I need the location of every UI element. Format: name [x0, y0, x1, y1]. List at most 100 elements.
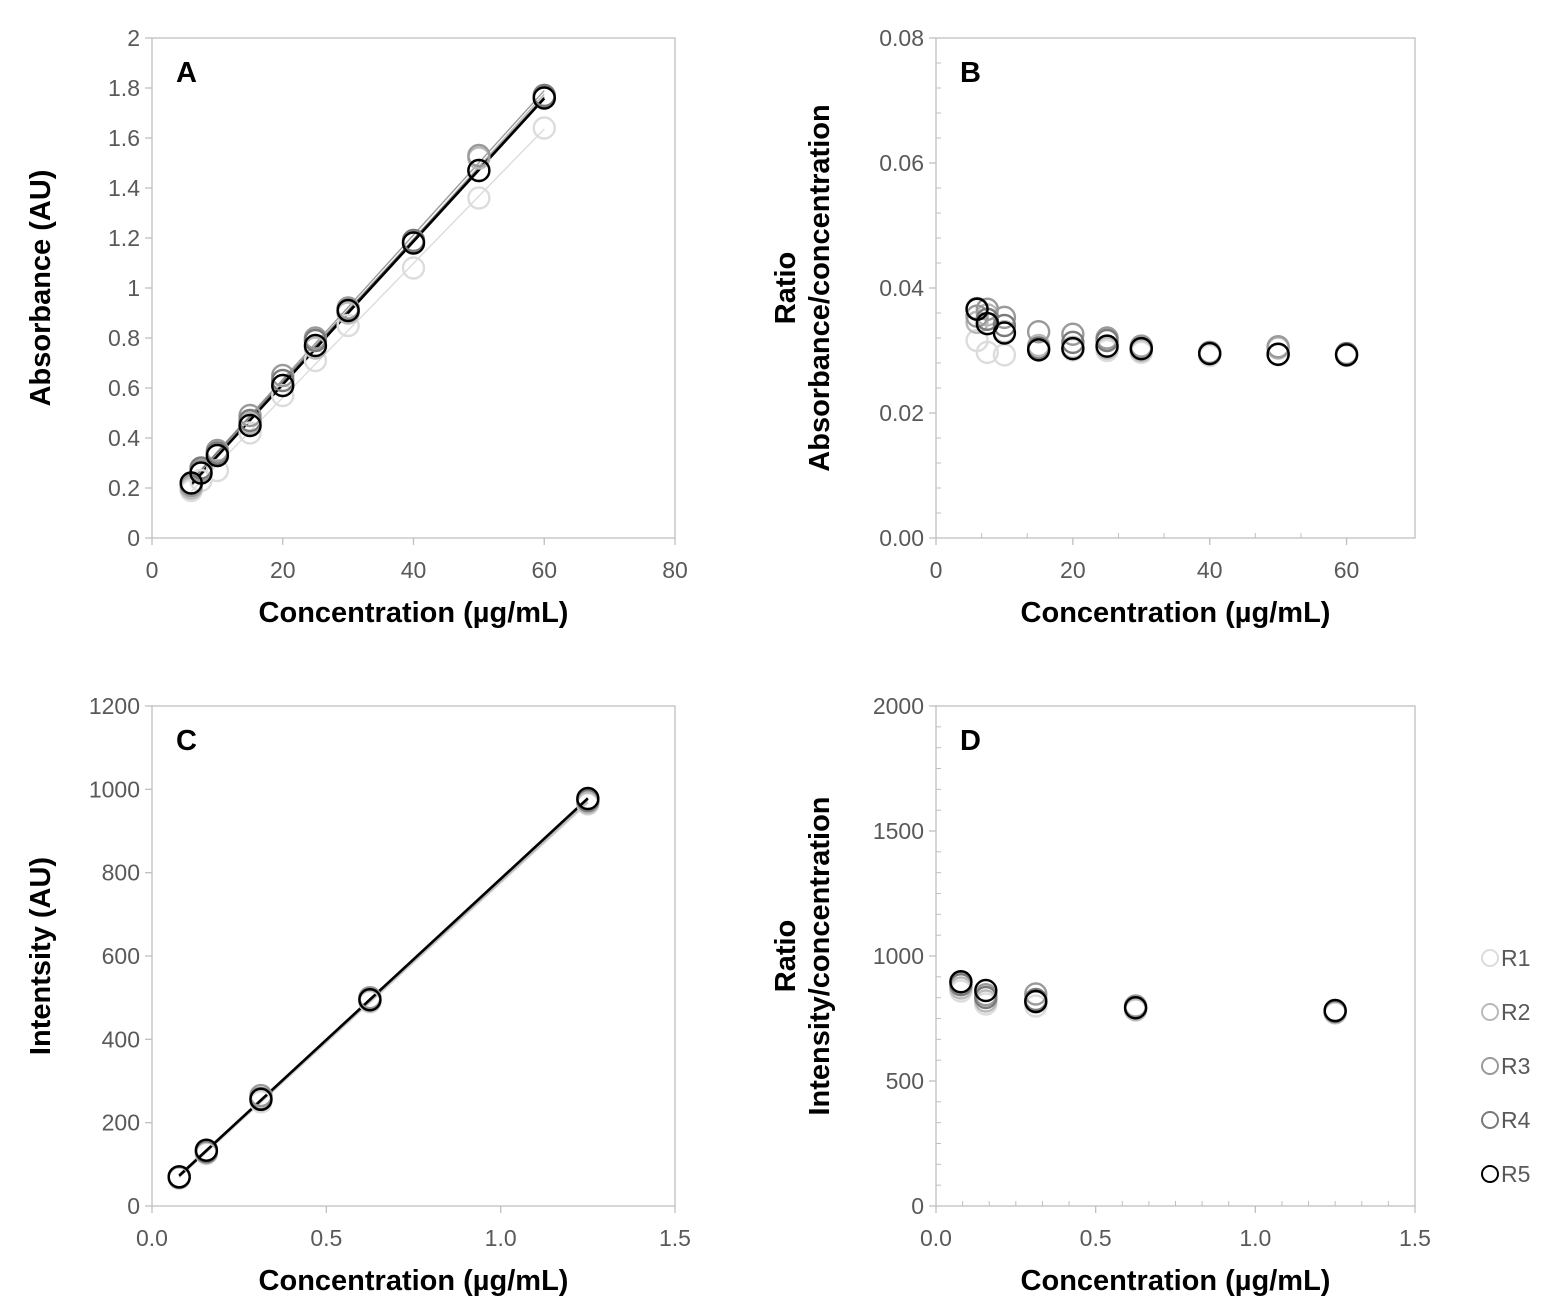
series-r5 [179, 86, 556, 495]
series-r4 [949, 973, 1347, 1024]
y-tick-label: 0.4 [108, 425, 140, 451]
legend-label-r3: R3 [1501, 1053, 1530, 1079]
chart-panel-c: 0 200 400 600 800 1000 1200 0.0 0.5 1.0 1.5 Concent… [25, 693, 691, 1297]
y-tick-label: 200 [102, 1110, 140, 1136]
data-point [1024, 982, 1048, 1006]
x-tick-label: 1.0 [485, 1225, 517, 1251]
x-tick-label: 0.0 [136, 1225, 168, 1251]
data-point [1024, 989, 1048, 1014]
x-tick-label: 1.5 [659, 1225, 691, 1251]
data-point [1129, 338, 1153, 363]
data-point [1061, 336, 1085, 361]
data-point [336, 298, 360, 323]
series-r2 [949, 976, 1347, 1025]
data-point [1026, 338, 1051, 362]
panel-letter: A [176, 57, 197, 89]
y-tick-label: 1.6 [108, 125, 140, 151]
x-tick-label: 0 [146, 557, 159, 583]
data-point [401, 256, 426, 280]
legend: R1 R2 R3 R4 R5 [1481, 945, 1531, 1187]
data-point [336, 313, 360, 338]
legend-marker-r1 [1481, 949, 1499, 967]
panel-letter: D [960, 725, 981, 757]
data-point [975, 340, 1000, 365]
x-tick-label: 60 [531, 557, 557, 583]
y-axis-label-line: Intentsity (AU) [25, 857, 57, 1055]
legend-label-r2: R2 [1501, 999, 1530, 1025]
data-point [1095, 334, 1119, 358]
y-tick-label: 0 [127, 525, 140, 551]
series-r5 [167, 786, 600, 1189]
y-tick-label: 0.00 [879, 525, 924, 551]
data-point [1198, 341, 1222, 366]
y-tick-label: 400 [102, 1026, 140, 1052]
y-tick-label: 1 [127, 275, 140, 301]
data-point [532, 86, 556, 110]
data-point [189, 461, 213, 485]
y-axis-label: RatioIntensity/concentration [770, 796, 836, 1115]
data-point [1334, 343, 1359, 367]
data-point [992, 321, 1017, 345]
data-point [467, 143, 491, 168]
y-axis-label-line: Absorbance (AU) [25, 170, 57, 407]
x-tick-label: 1.0 [1239, 1225, 1271, 1251]
y-axis-label-line: Ratio [770, 920, 802, 993]
data-point [401, 231, 426, 255]
y-tick-label: 1000 [873, 943, 924, 969]
data-point [238, 413, 262, 438]
series-r2 [965, 303, 1359, 367]
data-point [974, 978, 998, 1003]
x-tick-label: 80 [662, 557, 688, 583]
data-point [1266, 342, 1290, 366]
trendline-r1 [178, 802, 589, 1179]
x-axis-label: Concentration (µg/mL) [1021, 1265, 1331, 1297]
y-tick-label: 1.2 [108, 225, 140, 251]
plot-frame [935, 37, 1416, 539]
y-tick-label: 1000 [89, 776, 140, 802]
x-axis-label: Concentration (µg/mL) [259, 1265, 569, 1297]
y-tick-label: 1500 [873, 818, 924, 844]
y-tick-label: 1.8 [108, 75, 140, 101]
x-axis-label: Concentration (µg/mL) [1021, 597, 1331, 629]
y-tick-label: 0.04 [879, 275, 924, 301]
series-r1 [949, 979, 1347, 1025]
data-point [467, 186, 491, 210]
data-point [238, 421, 262, 445]
data-point [194, 1138, 219, 1162]
y-tick-label: 0.02 [879, 400, 924, 426]
y-tick-label: 1200 [89, 693, 140, 719]
data-point [1323, 998, 1347, 1023]
x-tick-label: 0 [930, 557, 943, 583]
y-tick-label: 2000 [873, 693, 924, 719]
series-r1 [965, 328, 1359, 368]
series-r5 [949, 970, 1347, 1023]
y-axis-label-line: Absorbance/concentration [804, 104, 836, 471]
y-tick-label: 0.8 [108, 325, 140, 351]
x-axis-label: Concentration (µg/mL) [259, 597, 569, 629]
data-point [467, 158, 491, 183]
trendline-r5 [178, 797, 589, 1177]
x-tick-label: 20 [270, 557, 296, 583]
data-point [167, 1165, 191, 1189]
y-tick-label: 0.08 [879, 25, 924, 51]
legend-marker-r3 [1481, 1057, 1499, 1075]
series-r3 [949, 970, 1347, 1023]
x-tick-label: 40 [1197, 557, 1223, 583]
y-tick-label: 0 [911, 1193, 924, 1219]
y-axis-label: Intentsity (AU) [25, 857, 57, 1055]
data-point [992, 305, 1017, 330]
chart-panel-d: 0 500 1000 1500 2000 0.0 0.5 1.0 1.5 Concentratio… [770, 693, 1431, 1297]
plot-frame [935, 705, 1416, 1207]
legend-label-r4: R4 [1501, 1107, 1531, 1133]
data-point [1266, 335, 1290, 359]
series-r5 [965, 297, 1359, 367]
data-point [974, 985, 998, 1010]
y-axis-label: Absorbance (AU) [25, 170, 57, 407]
y-tick-label: 0 [127, 1193, 140, 1219]
x-tick-label: 20 [1060, 557, 1086, 583]
data-point [532, 116, 556, 140]
data-point [1026, 320, 1051, 344]
y-tick-label: 0.06 [879, 150, 924, 176]
data-point [1129, 336, 1153, 361]
